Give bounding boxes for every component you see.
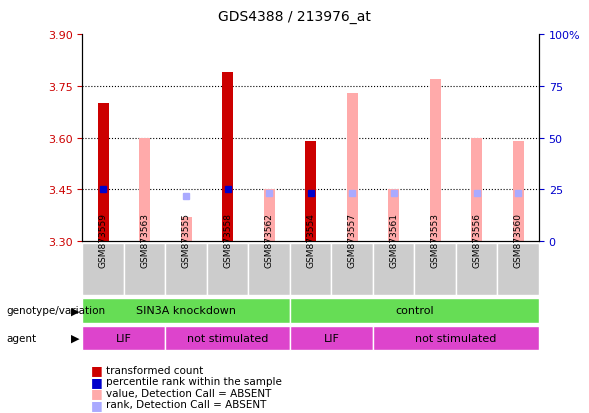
Text: GSM873556: GSM873556 [472, 212, 481, 267]
FancyBboxPatch shape [124, 244, 166, 295]
Text: ▶: ▶ [71, 306, 79, 316]
Bar [471, 138, 482, 242]
Text: not stimulated: not stimulated [187, 333, 269, 343]
Bar [430, 80, 441, 242]
Text: GSM873561: GSM873561 [389, 212, 398, 267]
Text: not stimulated: not stimulated [415, 333, 497, 343]
Text: ■: ■ [91, 398, 103, 411]
FancyBboxPatch shape [82, 299, 290, 323]
Text: percentile rank within the sample: percentile rank within the sample [106, 376, 282, 386]
Text: SIN3A knockdown: SIN3A knockdown [136, 305, 236, 315]
FancyBboxPatch shape [249, 244, 290, 295]
Text: ▶: ▶ [71, 333, 79, 343]
Bar [305, 142, 316, 242]
FancyBboxPatch shape [290, 244, 332, 295]
Text: control: control [395, 305, 434, 315]
Text: ■: ■ [91, 363, 103, 376]
Text: transformed count: transformed count [106, 365, 203, 375]
FancyBboxPatch shape [166, 244, 207, 295]
Bar [222, 73, 233, 242]
FancyBboxPatch shape [498, 244, 539, 295]
Text: GSM873553: GSM873553 [431, 212, 440, 267]
Text: GSM873560: GSM873560 [514, 212, 522, 267]
Text: GSM873554: GSM873554 [306, 212, 315, 267]
FancyBboxPatch shape [373, 244, 415, 295]
Bar [388, 190, 399, 242]
Text: agent: agent [6, 333, 36, 343]
Bar [140, 138, 150, 242]
Text: GSM873557: GSM873557 [348, 212, 357, 267]
Text: ■: ■ [91, 386, 103, 399]
FancyBboxPatch shape [415, 244, 456, 295]
FancyBboxPatch shape [290, 326, 373, 351]
Text: LIF: LIF [116, 333, 132, 343]
Text: GSM873558: GSM873558 [223, 212, 232, 267]
FancyBboxPatch shape [332, 244, 373, 295]
Text: rank, Detection Call = ABSENT: rank, Detection Call = ABSENT [106, 399, 266, 409]
Text: ■: ■ [91, 375, 103, 388]
Text: GSM873563: GSM873563 [140, 212, 149, 267]
Text: value, Detection Call = ABSENT: value, Detection Call = ABSENT [106, 388, 272, 398]
Text: GSM873559: GSM873559 [99, 212, 108, 267]
FancyBboxPatch shape [82, 326, 166, 351]
Bar [98, 104, 108, 242]
Text: GDS4388 / 213976_at: GDS4388 / 213976_at [218, 10, 371, 24]
Bar [513, 142, 524, 242]
Text: genotype/variation: genotype/variation [6, 306, 105, 316]
Text: GSM873555: GSM873555 [181, 212, 191, 267]
FancyBboxPatch shape [166, 326, 290, 351]
FancyBboxPatch shape [456, 244, 498, 295]
Bar [347, 94, 358, 242]
FancyBboxPatch shape [207, 244, 249, 295]
Bar [264, 190, 274, 242]
FancyBboxPatch shape [82, 244, 124, 295]
FancyBboxPatch shape [290, 299, 539, 323]
Bar [181, 218, 191, 242]
Text: GSM873562: GSM873562 [264, 212, 274, 267]
FancyBboxPatch shape [373, 326, 539, 351]
Text: LIF: LIF [323, 333, 339, 343]
